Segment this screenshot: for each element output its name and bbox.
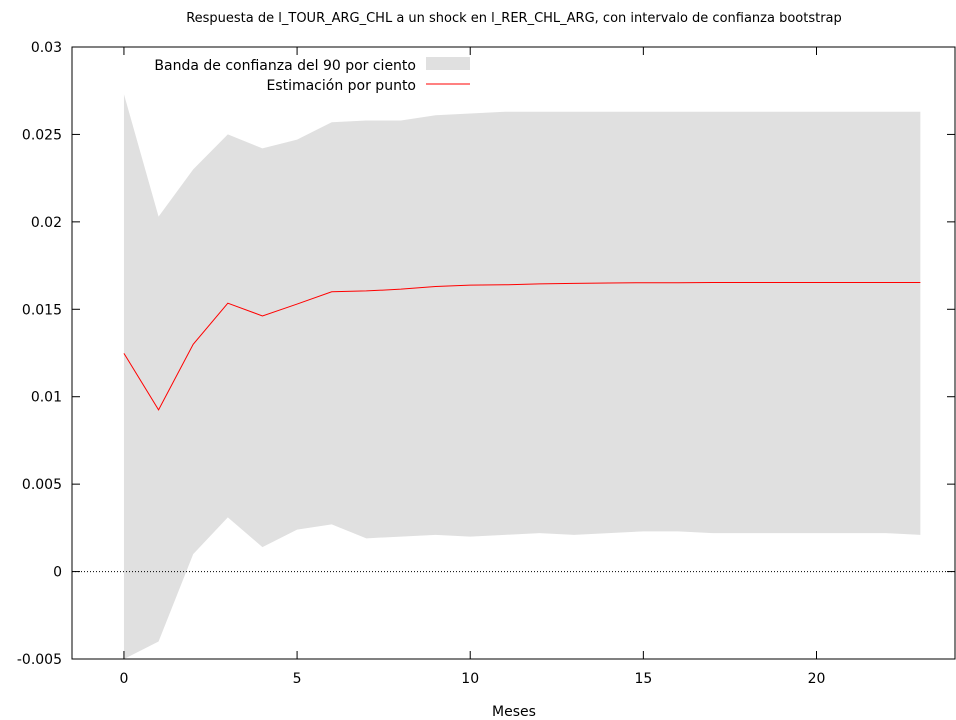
x-tick-label: 15 — [634, 671, 652, 687]
legend-label-point: Estimación por punto — [266, 78, 416, 94]
x-axis-label: Meses — [492, 704, 536, 720]
plot-layer — [72, 94, 955, 659]
x-tick-label: 0 — [119, 671, 128, 687]
y-tick-label: 0.01 — [31, 390, 62, 406]
chart-title: Respuesta de l_TOUR_ARG_CHL a un shock e… — [186, 11, 842, 26]
axes-layer: -0.005 0 0.005 0.01 0.015 0.02 0.025 0.03 0 5 10 15… — [17, 40, 956, 687]
x-tick-label: 20 — [808, 671, 826, 687]
y-tick-label: 0.015 — [22, 302, 62, 318]
legend-label-band: Banda de confianza del 90 por ciento — [154, 58, 416, 74]
legend-swatch-band — [426, 57, 470, 70]
y-tick-label: 0 — [53, 565, 62, 581]
plot-frame — [71, 46, 956, 660]
y-tick-label: 0.03 — [31, 40, 62, 56]
y-tick-label: 0.005 — [22, 477, 62, 493]
y-tick-label: 0.02 — [31, 215, 62, 231]
legend: Banda de confianza del 90 por ciento Esti… — [154, 57, 470, 94]
confidence-band — [123, 94, 921, 659]
y-tick-label: 0.025 — [22, 127, 62, 143]
x-tick-label: 10 — [461, 671, 479, 687]
point-estimate-line — [123, 282, 921, 411]
y-tick-label: -0.005 — [17, 652, 62, 668]
x-tick-label: 5 — [293, 671, 302, 687]
